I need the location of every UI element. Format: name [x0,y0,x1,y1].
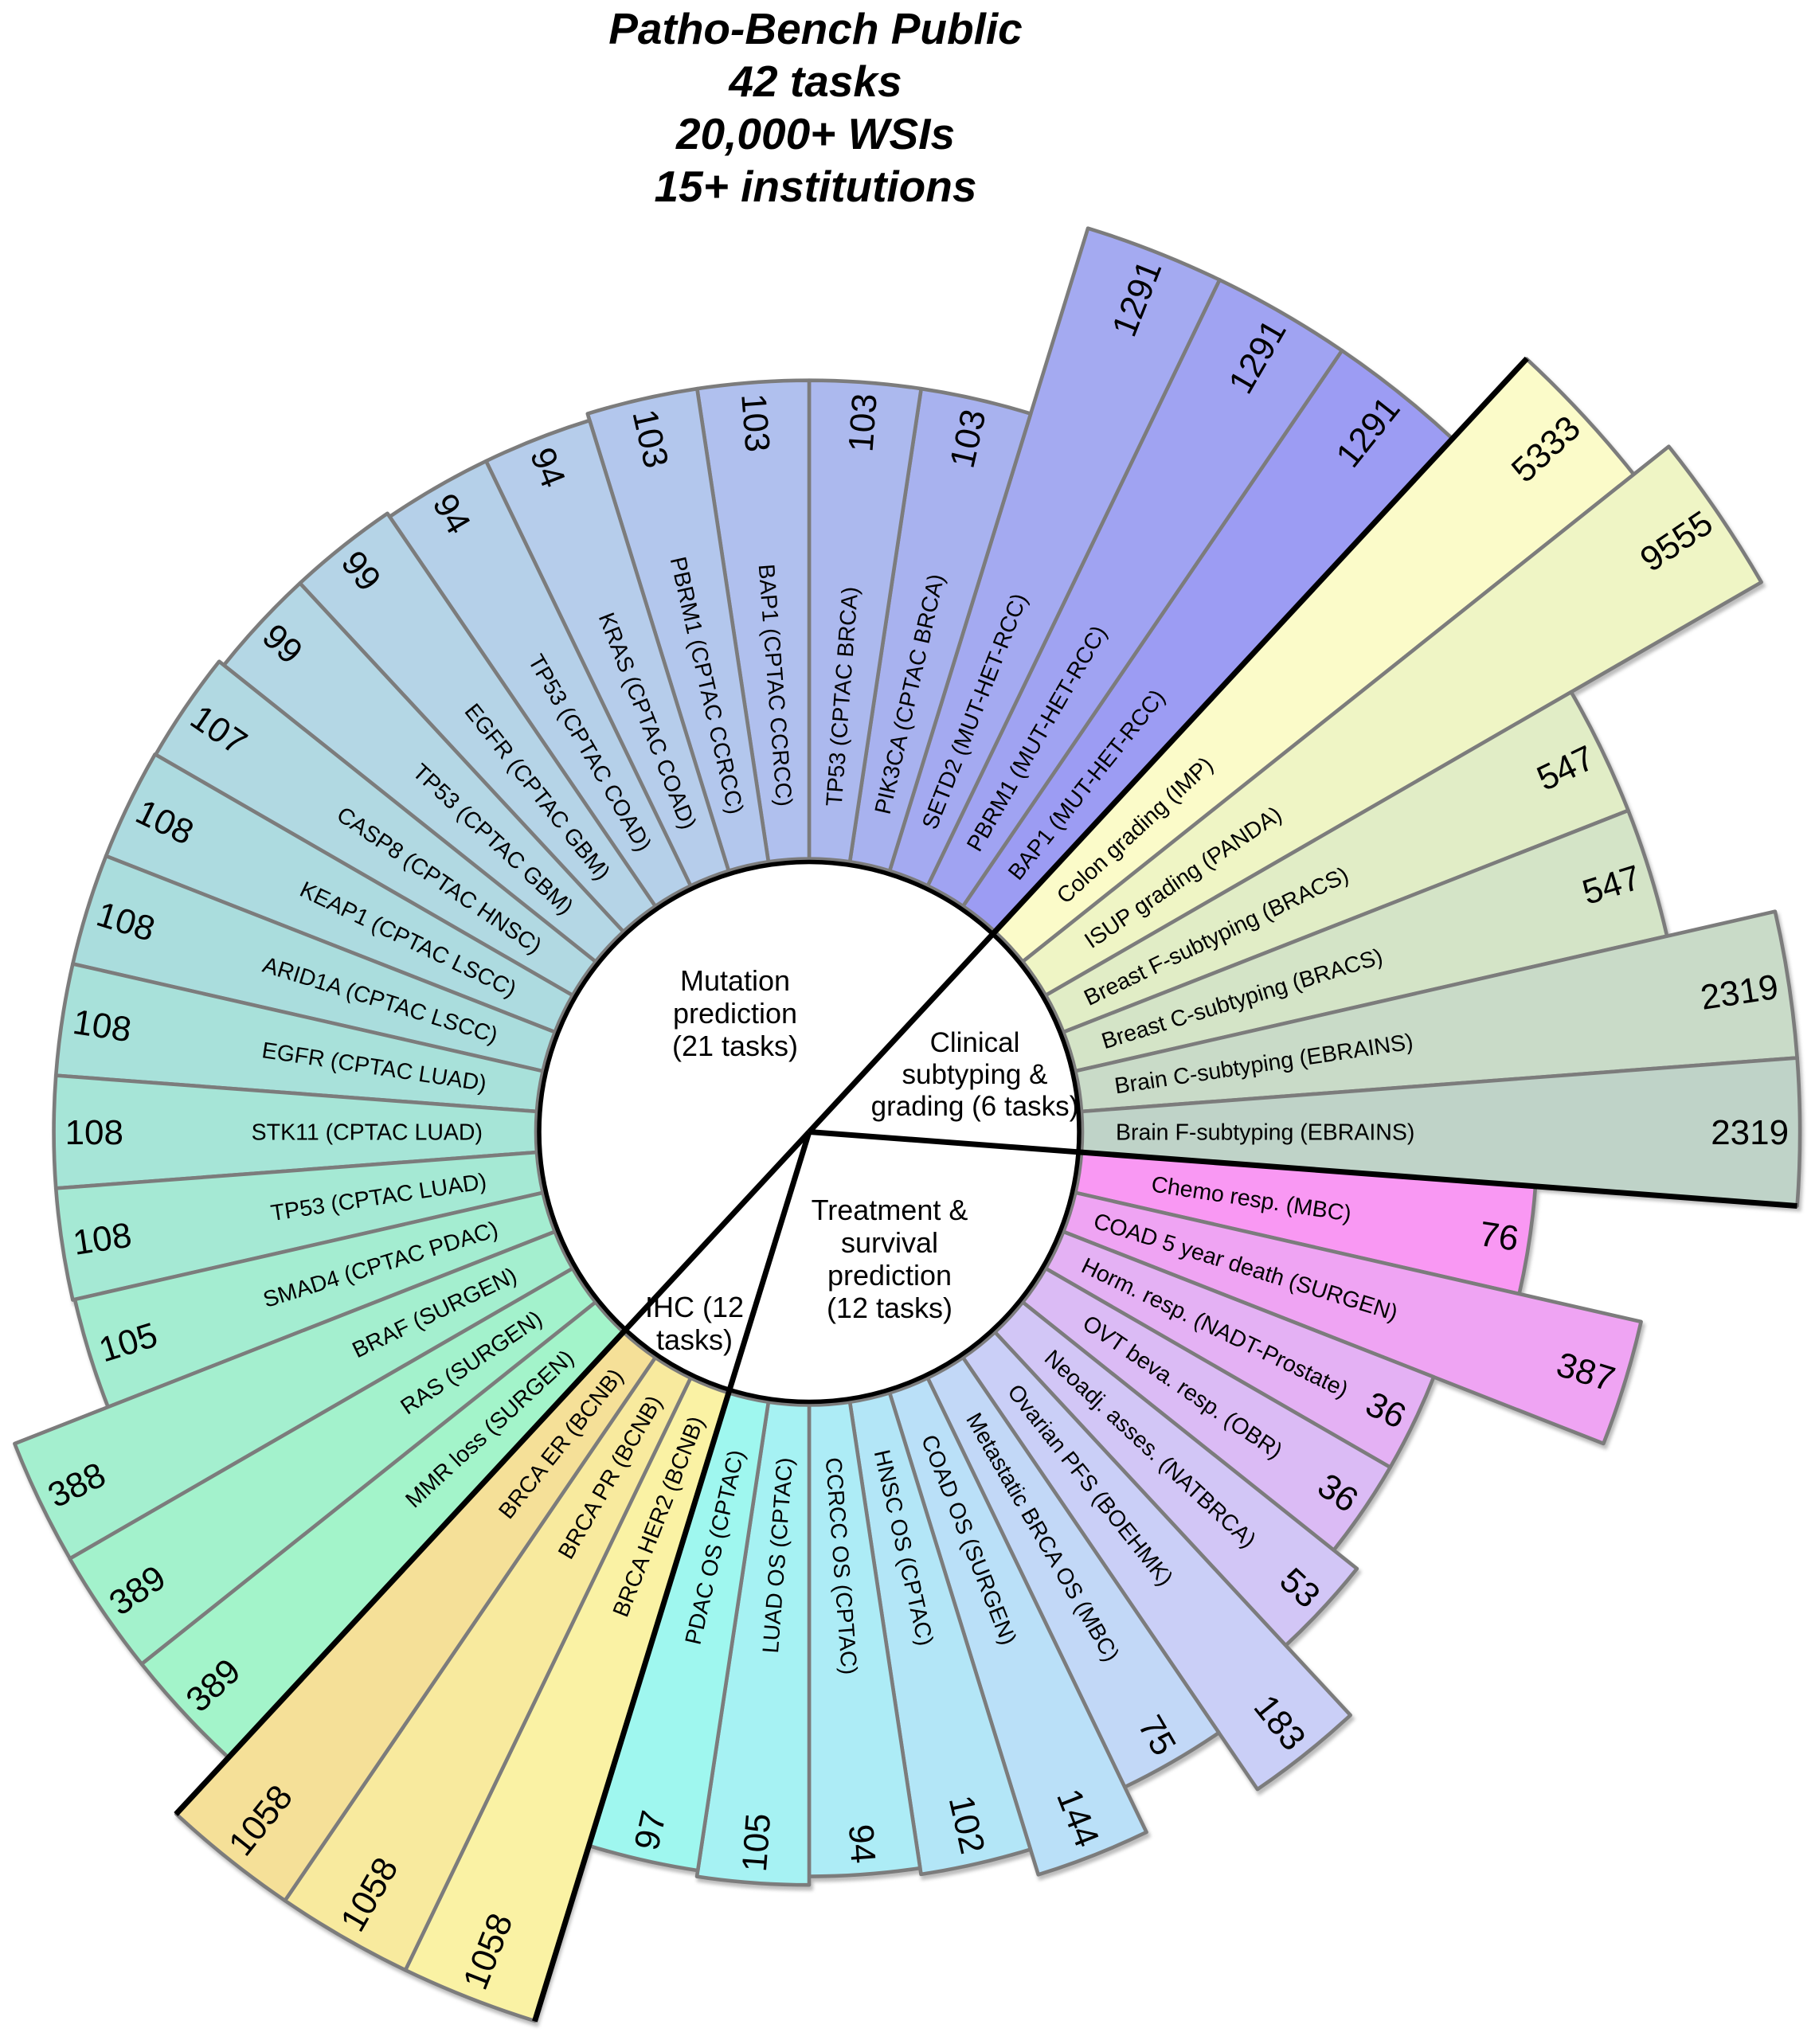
svg-text:(21 tasks): (21 tasks) [672,1030,798,1062]
svg-text:prediction: prediction [673,997,797,1030]
svg-text:Patho-Bench Public: Patho-Bench Public [608,4,1023,53]
svg-text:42 tasks: 42 tasks [728,57,902,106]
svg-text:Mutation: Mutation [680,964,790,997]
svg-text:15+ institutions: 15+ institutions [655,162,977,211]
svg-text:Treatment &: Treatment & [812,1194,968,1226]
svg-text:tasks): tasks) [656,1323,733,1356]
svg-text:108: 108 [65,1113,123,1152]
svg-text:108: 108 [71,1215,135,1262]
svg-text:103: 103 [733,392,776,453]
svg-text:2319: 2319 [1711,1113,1789,1152]
svg-text:20,000+ WSIs: 20,000+ WSIs [675,109,955,158]
svg-text:STK11 (CPTAC LUAD): STK11 (CPTAC LUAD) [252,1120,483,1145]
svg-text:prediction: prediction [827,1259,952,1292]
svg-text:76: 76 [1477,1214,1521,1259]
svg-text:(12 tasks): (12 tasks) [827,1292,952,1324]
svg-text:105: 105 [735,1812,778,1874]
svg-text:grading (6 tasks): grading (6 tasks) [871,1091,1079,1122]
svg-text:survival: survival [841,1226,938,1259]
svg-text:Brain F-subtyping (EBRAINS): Brain F-subtyping (EBRAINS) [1116,1120,1414,1145]
svg-text:108: 108 [70,1002,134,1049]
svg-text:103: 103 [841,392,884,453]
svg-text:94: 94 [841,1823,883,1864]
svg-text:97: 97 [627,1807,674,1854]
svg-text:IHC (12: IHC (12 [645,1291,744,1323]
svg-text:Clinical: Clinical [930,1027,1020,1058]
svg-text:subtyping &: subtyping & [902,1059,1048,1090]
